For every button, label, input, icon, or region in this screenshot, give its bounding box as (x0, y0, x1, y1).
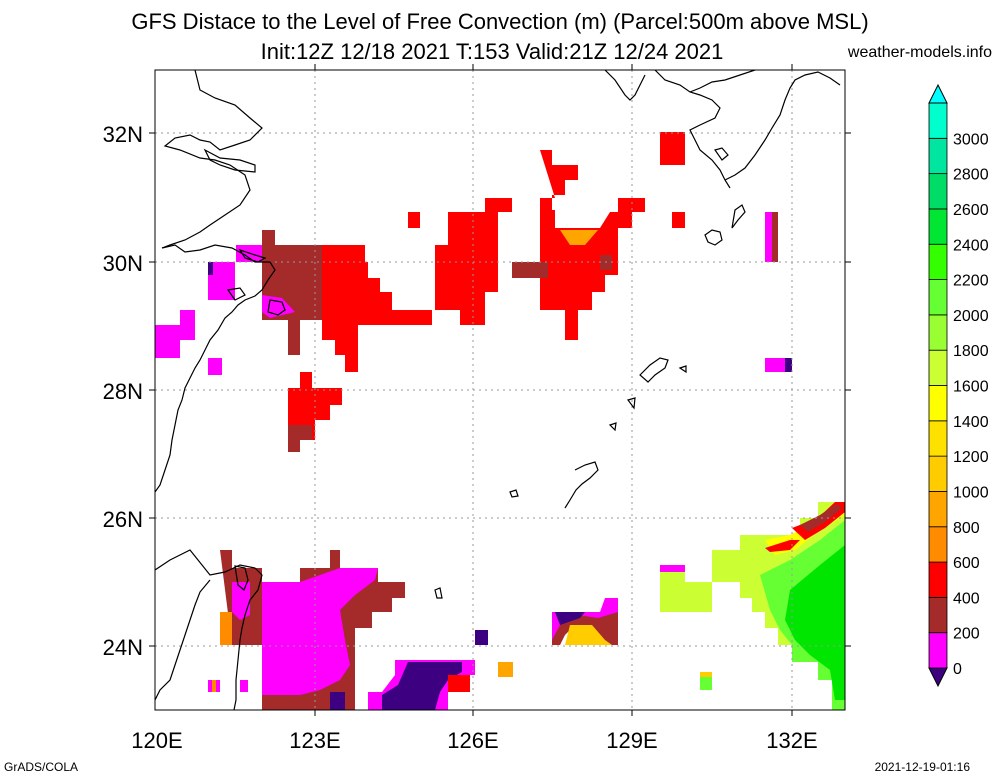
y-tick-label: 28N (103, 379, 143, 404)
colorbar-label: 800 (953, 520, 980, 537)
colorbar-segment (928, 102, 948, 139)
colorbar-label: 2800 (953, 167, 989, 184)
y-tick-label: 24N (103, 635, 143, 660)
x-tick-label: 126E (447, 728, 498, 753)
field-region-north-central (408, 132, 792, 372)
colorbar-segment (928, 314, 948, 351)
colorbar-label: 400 (953, 590, 980, 607)
colorbar-segment (928, 208, 948, 245)
colorbar-label: 1000 (953, 484, 989, 501)
chart-title: GFS Distace to the Level of Free Convect… (131, 9, 869, 34)
x-tick-label: 129E (606, 728, 657, 753)
colorbar-segment (928, 596, 948, 634)
x-tick-label: 123E (289, 728, 340, 753)
chart-subtitle: Init:12Z 12/18 2021 T:153 Valid:21Z 12/2… (260, 39, 724, 64)
field-region-south (208, 550, 618, 710)
x-tick-label: 132E (766, 728, 817, 753)
colorbar-label: 600 (953, 555, 980, 572)
coastlines (155, 70, 841, 710)
lfc-field (155, 132, 845, 710)
colorbar-label: 1400 (953, 414, 989, 431)
colorbar-segment (928, 561, 948, 598)
timestamp-label: 2021-12-19-01:16 (874, 760, 970, 774)
axis-ticks (149, 64, 851, 716)
colorbar-segment (928, 349, 948, 386)
x-tick-label: 120E (131, 728, 182, 753)
colorbar-segment (928, 243, 948, 280)
colorbar-segment (928, 385, 948, 422)
colorbar-label: 0 (953, 661, 962, 678)
colorbar-label: 1800 (953, 343, 989, 360)
y-tick-label: 30N (103, 251, 143, 276)
colorbar-segment (928, 420, 948, 457)
colorbar-label: 2400 (953, 237, 989, 254)
field-region-southeast (660, 502, 845, 710)
colorbar-label: 2000 (953, 308, 989, 325)
colorbar-segment (928, 173, 948, 210)
colorbar-label: 1200 (953, 449, 989, 466)
field-region-northwest (155, 230, 432, 452)
colorbar-label: 2200 (953, 273, 989, 290)
colorbar-segment (928, 632, 948, 669)
colorbar-min-arrow (928, 667, 948, 688)
colorbar: 0 200 400 600 800 1000 1200 1400 1600 1800 2000 220… (928, 83, 989, 688)
y-tick-label: 26N (103, 507, 143, 532)
colorbar-label: 1600 (953, 379, 989, 396)
software-label: GrADS/COLA (4, 760, 79, 774)
colorbar-segment (928, 491, 948, 528)
colorbar-segment (928, 526, 948, 563)
colorbar-label: 3000 (953, 131, 989, 148)
colorbar-segment (928, 137, 948, 175)
colorbar-max-arrow (928, 83, 948, 104)
colorbar-segment (928, 455, 948, 492)
colorbar-segment (928, 279, 948, 316)
source-label: weather-models.info (847, 44, 992, 61)
colorbar-label: 200 (953, 626, 980, 643)
y-tick-label: 32N (103, 122, 143, 147)
colorbar-label: 2600 (953, 202, 989, 219)
